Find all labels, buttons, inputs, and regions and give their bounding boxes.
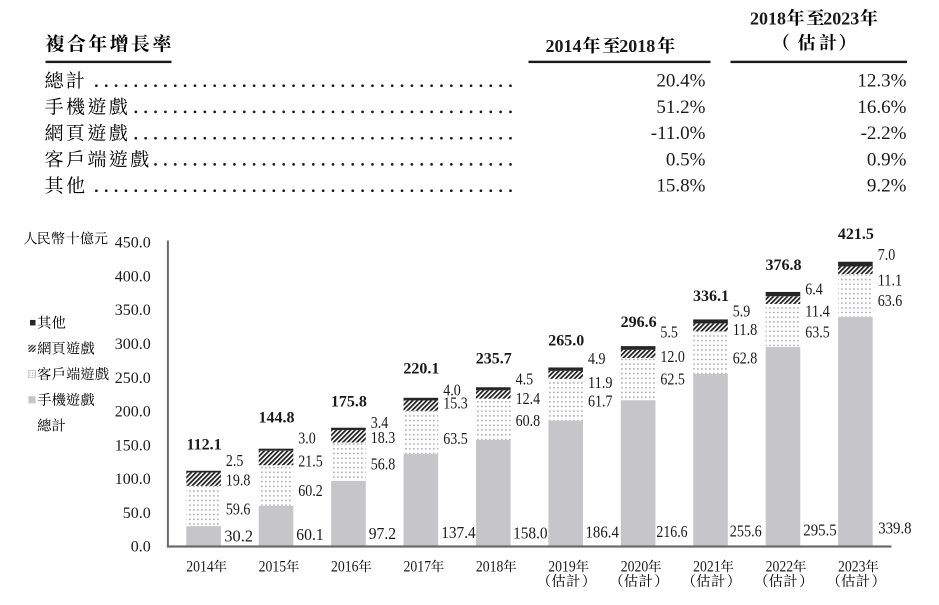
svg-text:2017: 2017 bbox=[404, 558, 432, 575]
svg-text:296.6: 296.6 bbox=[621, 314, 657, 331]
svg-text:421.5: 421.5 bbox=[838, 226, 874, 243]
svg-text:5.9: 5.9 bbox=[733, 301, 751, 320]
svg-text:3.0: 3.0 bbox=[298, 428, 316, 447]
svg-text:62.8: 62.8 bbox=[733, 348, 758, 367]
svg-text:2020: 2020 bbox=[621, 558, 649, 575]
svg-text:0.9%: 0.9% bbox=[867, 149, 907, 170]
svg-text:186.4: 186.4 bbox=[586, 522, 619, 541]
svg-text:20.4%: 20.4% bbox=[656, 71, 705, 92]
svg-text:9.2%: 9.2% bbox=[867, 176, 907, 197]
svg-text:60.8: 60.8 bbox=[516, 411, 541, 430]
svg-text:50.0: 50.0 bbox=[123, 505, 151, 522]
svg-text:158.0: 158.0 bbox=[513, 523, 548, 542]
svg-text:97.2: 97.2 bbox=[369, 524, 396, 543]
svg-text:376.8: 376.8 bbox=[766, 257, 802, 274]
svg-text:400.0: 400.0 bbox=[115, 269, 151, 286]
svg-text:63.6: 63.6 bbox=[878, 291, 903, 310]
svg-text:18.3: 18.3 bbox=[371, 428, 396, 447]
svg-text:6.4: 6.4 bbox=[805, 279, 823, 298]
svg-text:12.4: 12.4 bbox=[516, 389, 541, 408]
svg-text:2015: 2015 bbox=[259, 558, 287, 575]
svg-text:2014: 2014 bbox=[186, 558, 214, 575]
svg-text:3.4: 3.4 bbox=[371, 413, 389, 432]
svg-text:30.2: 30.2 bbox=[224, 526, 253, 545]
svg-text:144.8: 144.8 bbox=[259, 410, 295, 427]
svg-text:250.0: 250.0 bbox=[115, 370, 151, 387]
svg-text:2018: 2018 bbox=[750, 8, 786, 28]
svg-text:2023: 2023 bbox=[823, 8, 859, 28]
svg-text:2016: 2016 bbox=[331, 558, 359, 575]
svg-text:0.0: 0.0 bbox=[131, 539, 151, 556]
svg-text:15.8%: 15.8% bbox=[656, 176, 705, 197]
svg-text:235.7: 235.7 bbox=[476, 351, 512, 368]
svg-text:112.1: 112.1 bbox=[187, 436, 222, 453]
svg-text:56.8: 56.8 bbox=[371, 455, 396, 474]
svg-text:60.2: 60.2 bbox=[298, 481, 323, 500]
svg-text:4.0: 4.0 bbox=[443, 380, 461, 399]
svg-text:11.1: 11.1 bbox=[878, 270, 903, 289]
svg-text:4.5: 4.5 bbox=[516, 369, 534, 388]
svg-text:336.1: 336.1 bbox=[693, 288, 729, 305]
svg-text:255.6: 255.6 bbox=[730, 521, 762, 540]
svg-text:450.0: 450.0 bbox=[115, 235, 151, 252]
svg-text:295.5: 295.5 bbox=[803, 520, 836, 539]
svg-text:12.3%: 12.3% bbox=[857, 71, 906, 92]
svg-text:19.8: 19.8 bbox=[226, 470, 251, 489]
svg-text:175.8: 175.8 bbox=[331, 393, 367, 410]
svg-text:21.5: 21.5 bbox=[298, 452, 323, 471]
svg-text:63.5: 63.5 bbox=[443, 429, 468, 448]
svg-text:-2.2%: -2.2% bbox=[861, 123, 907, 144]
svg-text:12.0: 12.0 bbox=[660, 347, 685, 366]
svg-text:59.6: 59.6 bbox=[226, 500, 251, 519]
svg-text:11.8: 11.8 bbox=[733, 320, 758, 339]
svg-text:339.8: 339.8 bbox=[878, 518, 911, 537]
svg-text:15.3: 15.3 bbox=[443, 394, 468, 413]
svg-text:2018: 2018 bbox=[476, 558, 504, 575]
svg-text:11.4: 11.4 bbox=[805, 302, 830, 321]
svg-text:2021: 2021 bbox=[693, 558, 721, 575]
svg-text:16.6%: 16.6% bbox=[857, 97, 906, 118]
svg-text:0.5%: 0.5% bbox=[666, 149, 706, 170]
svg-text:300.0: 300.0 bbox=[115, 336, 151, 353]
svg-text:63.5: 63.5 bbox=[805, 323, 830, 342]
svg-text:-11.0%: -11.0% bbox=[651, 123, 706, 144]
svg-text:137.4: 137.4 bbox=[441, 523, 476, 542]
svg-text:216.6: 216.6 bbox=[656, 522, 687, 541]
svg-text:5.5: 5.5 bbox=[660, 323, 678, 342]
svg-text:11.9: 11.9 bbox=[588, 373, 613, 392]
svg-text:7.0: 7.0 bbox=[878, 245, 896, 264]
svg-text:2014: 2014 bbox=[546, 36, 582, 56]
svg-text:62.5: 62.5 bbox=[660, 370, 685, 389]
svg-text:2023: 2023 bbox=[838, 558, 866, 575]
svg-text:200.0: 200.0 bbox=[115, 404, 151, 421]
svg-text:2018: 2018 bbox=[619, 36, 655, 56]
svg-text:265.0: 265.0 bbox=[548, 333, 584, 350]
svg-text:350.0: 350.0 bbox=[115, 302, 151, 319]
svg-text:2.5: 2.5 bbox=[226, 451, 244, 470]
svg-text:2019: 2019 bbox=[548, 558, 576, 575]
svg-text:61.7: 61.7 bbox=[588, 391, 613, 410]
svg-text:220.1: 220.1 bbox=[403, 360, 439, 377]
svg-text:150.0: 150.0 bbox=[115, 437, 151, 454]
svg-text:4.9: 4.9 bbox=[588, 349, 606, 368]
svg-text:100.0: 100.0 bbox=[115, 471, 151, 488]
svg-text:51.2%: 51.2% bbox=[656, 97, 705, 118]
svg-text:60.1: 60.1 bbox=[296, 525, 323, 544]
svg-text:2022: 2022 bbox=[766, 558, 794, 575]
